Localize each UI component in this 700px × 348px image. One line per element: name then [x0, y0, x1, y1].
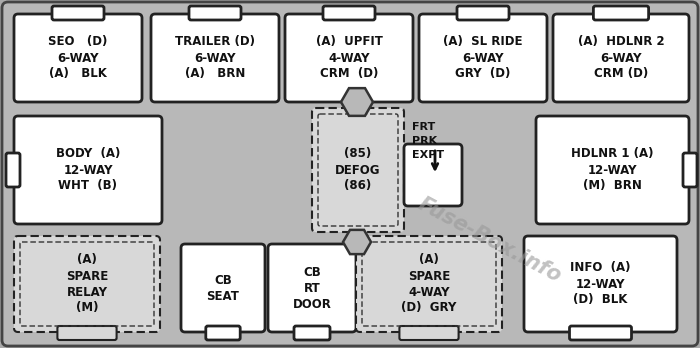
FancyBboxPatch shape [356, 236, 502, 332]
FancyBboxPatch shape [536, 116, 689, 224]
Text: BODY  (A): BODY (A) [56, 148, 120, 160]
Text: (A)  HDLNR 2: (A) HDLNR 2 [578, 35, 664, 48]
FancyBboxPatch shape [14, 236, 160, 332]
FancyBboxPatch shape [206, 326, 240, 340]
Text: 12-WAY: 12-WAY [575, 277, 625, 291]
Text: (A)  SL RIDE: (A) SL RIDE [443, 35, 523, 48]
Text: SPARE: SPARE [408, 269, 450, 283]
FancyBboxPatch shape [419, 14, 547, 102]
Text: WHT  (B): WHT (B) [59, 180, 118, 192]
Text: 6-WAY: 6-WAY [195, 52, 236, 64]
Text: FRT: FRT [412, 122, 435, 132]
FancyBboxPatch shape [553, 14, 689, 102]
Text: CRM (D): CRM (D) [594, 68, 648, 80]
Text: (M)  BRN: (M) BRN [583, 180, 642, 192]
FancyBboxPatch shape [524, 236, 677, 332]
Text: (A)   BLK: (A) BLK [49, 68, 107, 80]
Text: RT: RT [304, 282, 321, 294]
Text: CRM  (D): CRM (D) [320, 68, 378, 80]
FancyBboxPatch shape [570, 326, 631, 340]
FancyBboxPatch shape [285, 14, 413, 102]
Text: (85): (85) [344, 148, 372, 160]
FancyBboxPatch shape [683, 153, 697, 187]
Text: SPARE: SPARE [66, 269, 108, 283]
Text: DOOR: DOOR [293, 298, 331, 310]
Text: 4-WAY: 4-WAY [328, 52, 370, 64]
Text: EXPT: EXPT [412, 150, 444, 160]
Text: (D)  BLK: (D) BLK [573, 293, 628, 307]
FancyBboxPatch shape [268, 244, 356, 332]
Text: SEO   (D): SEO (D) [48, 35, 108, 48]
Text: (M): (M) [76, 301, 98, 315]
Text: CB: CB [303, 266, 321, 278]
Text: Fuse-Box.info: Fuse-Box.info [415, 194, 565, 286]
Text: (A)   BRN: (A) BRN [185, 68, 245, 80]
FancyBboxPatch shape [181, 244, 265, 332]
Text: CB: CB [214, 274, 232, 286]
FancyBboxPatch shape [14, 14, 142, 102]
Polygon shape [341, 88, 373, 116]
FancyBboxPatch shape [6, 153, 20, 187]
Text: 6-WAY: 6-WAY [462, 52, 504, 64]
Text: (D)  GRY: (D) GRY [401, 301, 456, 315]
Text: (A): (A) [419, 253, 439, 267]
FancyBboxPatch shape [400, 326, 459, 340]
FancyBboxPatch shape [323, 6, 375, 20]
Text: (A): (A) [77, 253, 97, 267]
FancyBboxPatch shape [312, 108, 404, 232]
Text: (A)  UPFIT: (A) UPFIT [316, 35, 382, 48]
Polygon shape [343, 230, 371, 254]
FancyBboxPatch shape [52, 6, 104, 20]
Text: (86): (86) [344, 180, 372, 192]
FancyBboxPatch shape [14, 116, 162, 224]
FancyBboxPatch shape [151, 14, 279, 102]
Text: 4-WAY: 4-WAY [408, 285, 449, 299]
FancyBboxPatch shape [189, 6, 241, 20]
FancyBboxPatch shape [594, 6, 649, 20]
Text: GRY  (D): GRY (D) [455, 68, 511, 80]
Text: SEAT: SEAT [206, 290, 239, 302]
FancyBboxPatch shape [404, 144, 462, 206]
Text: DEFOG: DEFOG [335, 164, 381, 176]
Text: RELAY: RELAY [66, 285, 108, 299]
Text: INFO  (A): INFO (A) [570, 261, 631, 275]
Text: PRK: PRK [412, 136, 437, 146]
Text: 6-WAY: 6-WAY [601, 52, 642, 64]
Text: HDLNR 1 (A): HDLNR 1 (A) [571, 148, 654, 160]
Text: 12-WAY: 12-WAY [588, 164, 637, 176]
Text: 12-WAY: 12-WAY [63, 164, 113, 176]
FancyBboxPatch shape [457, 6, 509, 20]
FancyBboxPatch shape [57, 326, 117, 340]
Text: TRAILER (D): TRAILER (D) [175, 35, 255, 48]
FancyBboxPatch shape [294, 326, 330, 340]
Text: 6-WAY: 6-WAY [57, 52, 99, 64]
